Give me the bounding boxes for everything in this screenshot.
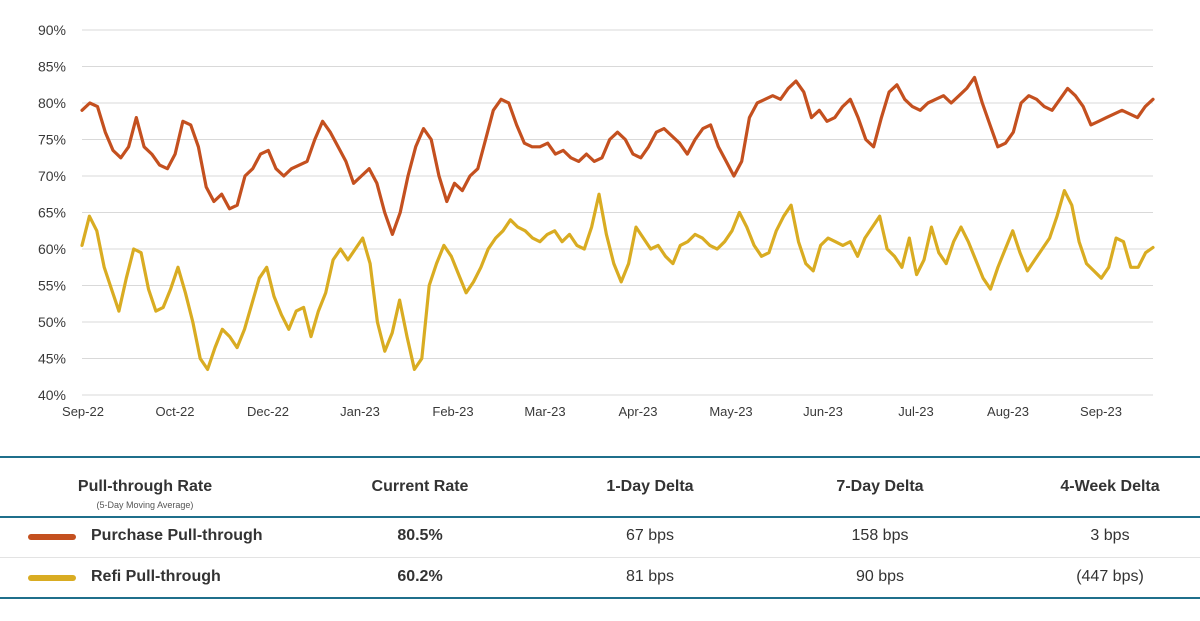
x-tick-label: Jul-23 [898, 404, 933, 419]
x-tick-label: May-23 [709, 404, 752, 419]
x-tick-label: Mar-23 [524, 404, 565, 419]
header-moving-average-note: (5-Day Moving Average) [96, 500, 194, 510]
refi-pull-throughline [80, 189, 1155, 371]
y-tick-label: 55% [38, 278, 66, 294]
purchase-7-day-delta: 158 bps [851, 527, 909, 544]
y-axis-tick-labels: 90% 85% 80% 75% 70% 65% 60% 55% 50% 45% 40% [38, 22, 66, 403]
purchase-series-name: Purchase Pull-through [91, 527, 263, 544]
y-tick-label: 85% [38, 59, 66, 75]
refi-4-week-delta: (447 bps) [1076, 568, 1144, 585]
pull-through-chart: 90% 85% 80% 75% 70% 65% 60% 55% 50% 45% 40% Sep-22… [38, 22, 1155, 419]
header-pull-through-rate: Pull-through Rate [77, 478, 213, 495]
x-tick-label: Oct-22 [155, 404, 194, 419]
y-tick-label: 90% [38, 22, 66, 38]
purchase-4-week-delta: 3 bps [1090, 527, 1130, 544]
x-tick-label: Dec-22 [247, 404, 289, 419]
refi-legend-swatch [28, 575, 76, 581]
x-tick-label: Feb-23 [432, 404, 473, 419]
header-current-rate: Current Rate [371, 478, 469, 495]
y-tick-label: 40% [38, 387, 66, 403]
purchase-current-rate: 80.5% [397, 527, 443, 544]
x-tick-label: Aug-23 [987, 404, 1029, 419]
table-header-rule [0, 516, 1200, 518]
refi-1-day-delta: 81 bps [625, 568, 675, 585]
header-4-week-delta: 4-Week Delta [1060, 478, 1160, 495]
table-top-rule [0, 456, 1200, 458]
y-tick-label: 60% [38, 241, 66, 257]
table-bottom-rule [0, 597, 1200, 599]
y-tick-label: 45% [38, 351, 66, 367]
purchase-1-day-delta: 67 bps [625, 527, 675, 544]
x-tick-label: Sep-23 [1080, 404, 1122, 419]
table-row-separator [0, 557, 1200, 558]
header-1-day-delta: 1-Day Delta [606, 478, 694, 495]
header-7-day-delta: 7-Day Delta [836, 478, 924, 495]
y-tick-label: 70% [38, 168, 66, 184]
refi-7-day-delta: 90 bps [855, 568, 905, 585]
y-tick-label: 80% [38, 95, 66, 111]
y-tick-label: 75% [38, 132, 66, 148]
x-tick-label: Sep-22 [62, 404, 104, 419]
x-axis-tick-labels: Sep-22 Oct-22 Dec-22 Jan-23 Feb-23 Mar-23 Apr-… [62, 404, 1122, 419]
purchase-pull-throughline [80, 75, 1155, 236]
purchase-legend-swatch [28, 534, 76, 540]
refi-current-rate: 60.2% [397, 568, 443, 585]
x-tick-label: Jan-23 [340, 404, 380, 419]
y-tick-label: 65% [38, 205, 66, 221]
x-tick-label: Apr-23 [618, 404, 657, 419]
y-tick-label: 50% [38, 314, 66, 330]
refi-series-name: Refi Pull-through [91, 568, 221, 585]
x-tick-label: Jun-23 [803, 404, 843, 419]
series-lines [80, 75, 1155, 371]
gridlines [82, 29, 1153, 396]
